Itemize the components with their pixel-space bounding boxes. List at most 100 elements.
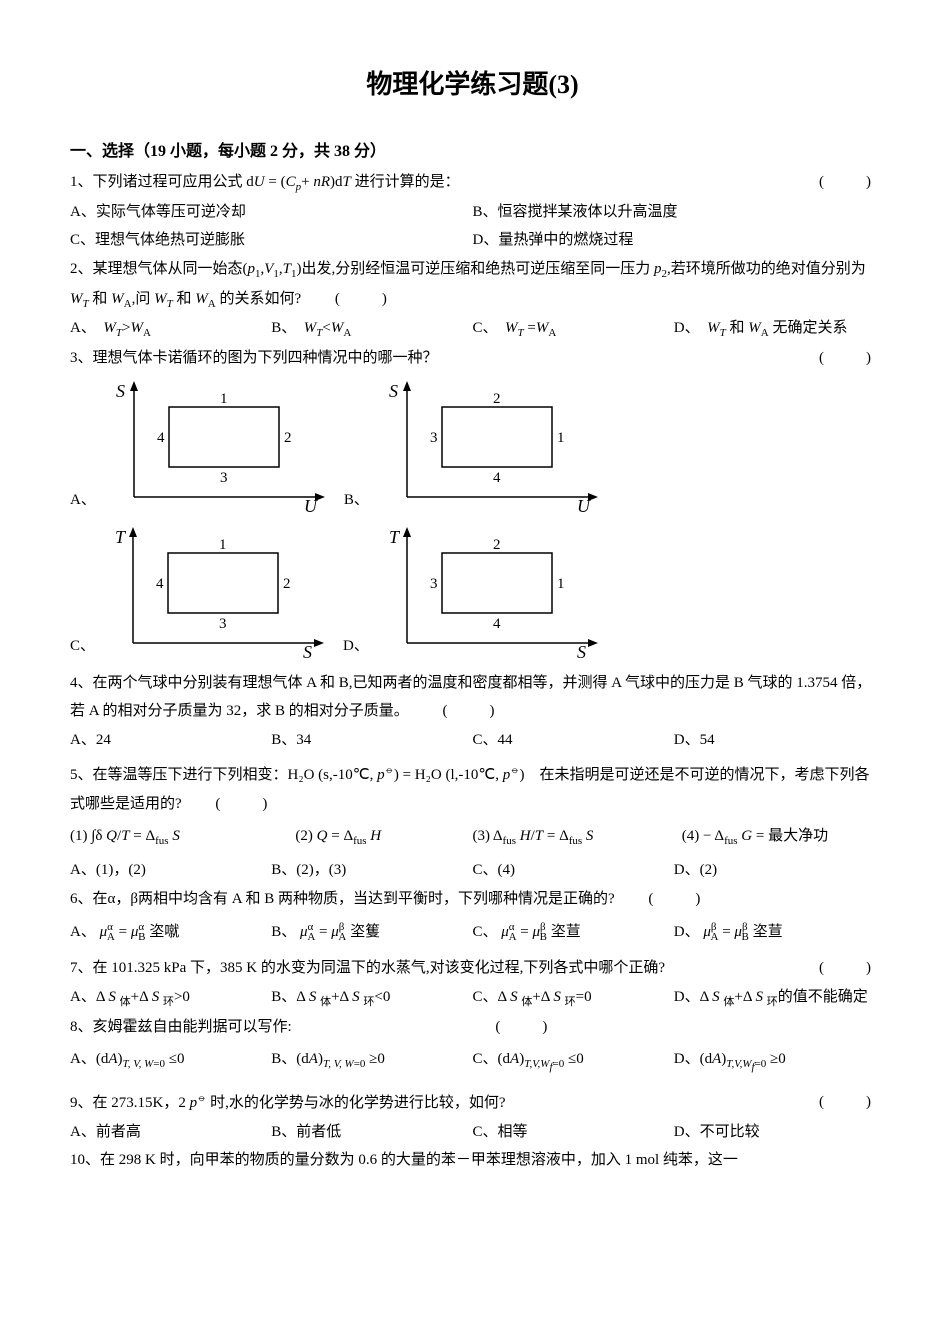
q9-opts: A、前者高 B、前者低 C、相等 D、不可比较 <box>70 1118 875 1147</box>
q4-C: C、44 <box>473 726 674 755</box>
q3-stem: 3、理想气体卡诺循环的图为下列四种情况中的哪一种？ <box>70 344 438 373</box>
svg-text:2: 2 <box>284 430 292 446</box>
q10: 10、在 298 K 时，向甲苯的物质的量分数为 0.6 的大量的苯－甲苯理想溶… <box>70 1146 875 1175</box>
q5-A: A、(1)，(2) <box>70 856 271 885</box>
q1-D: D、量热弹中的燃烧过程 <box>473 226 876 255</box>
svg-text:4: 4 <box>493 616 501 632</box>
q1-opts-row2: C、理想气体绝热可逆膨胀 D、量热弹中的燃烧过程 <box>70 226 875 255</box>
q6-D: D、 μβA = μβB 垐荁 <box>674 917 875 948</box>
section-heading: 一、选择（19 小题，每小题 2 分，共 38 分） <box>70 137 875 167</box>
q4-A: A、24 <box>70 726 271 755</box>
svg-text:4: 4 <box>493 470 501 486</box>
q7: 7、在 101.325 kPa 下，385 K 的水变为同温下的水蒸气,对该变化… <box>70 954 875 983</box>
svg-text:4: 4 <box>156 576 164 592</box>
q7-B: B、Δ S 体+Δ S 环<0 <box>271 983 472 1013</box>
q3-diagrams-row2: C、 T S 1 2 3 4 D、 T S 2 1 4 3 <box>70 523 875 663</box>
q2-B: B、 WT<WA <box>271 314 472 344</box>
q5-e3: (3) Δfus H/T = Δfus S <box>472 822 681 852</box>
diagram-SU-2: S U 2 1 4 3 <box>377 377 607 517</box>
q1: 1、下列诸过程可应用公式 dU = (Cp+ nR)dT 进行计算的是： ( ) <box>70 168 875 198</box>
q7-stem: 7、在 101.325 kPa 下，385 K 的水变为同温下的水蒸气,对该变化… <box>70 954 665 983</box>
svg-text:S: S <box>303 642 312 662</box>
svg-text:2: 2 <box>283 576 291 592</box>
diagram-TS-1: T S 1 2 3 4 <box>103 523 333 663</box>
q1-stem: 1、下列诸过程可应用公式 dU = (Cp+ nR)dT 进行计算的是： <box>70 168 460 198</box>
svg-text:1: 1 <box>557 576 565 592</box>
q8-A: A、(dA)T, V, W=0 ≤0 <box>70 1045 271 1078</box>
q3-diagrams-row1: A、 S U 1 2 3 4 B、 S U 2 1 4 3 <box>70 377 875 517</box>
svg-text:S: S <box>116 381 125 401</box>
svg-text:3: 3 <box>220 470 228 486</box>
q6-B: B、 μαA = μβA 垐篗 <box>271 917 472 948</box>
q3-diagram-D: D、 T S 2 1 4 3 <box>343 523 607 663</box>
q7-C: C、Δ S 体+Δ S 环=0 <box>473 983 674 1013</box>
q5-D: D、(2) <box>674 856 875 885</box>
q4-opts: A、24 B、34 C、44 D、54 <box>70 726 875 755</box>
q3-diagram-B: B、 S U 2 1 4 3 <box>344 377 607 517</box>
q5-opts: A、(1)，(2) B、(2)，(3) C、(4) D、(2) <box>70 856 875 885</box>
answer-blank: ( ) <box>648 885 704 914</box>
q5-B: B、(2)，(3) <box>271 856 472 885</box>
q9-A: A、前者高 <box>70 1118 271 1147</box>
diagram-SU-1: S U 1 2 3 4 <box>104 377 334 517</box>
q6-A: A、 μαA = μαB 垐噈 <box>70 917 271 948</box>
q3-diagram-C: C、 T S 1 2 3 4 <box>70 523 333 663</box>
q6-stem: 6、在α，β两相中均含有 A 和 B 两种物质，当达到平衡时，下列哪种情况是正确… <box>70 891 615 907</box>
answer-blank: ( ) <box>215 790 271 819</box>
q9-D: D、不可比较 <box>674 1118 875 1147</box>
q4: 4、在两个气球中分别装有理想气体 A 和 B,已知两者的温度和密度都相等，并测得… <box>70 669 875 726</box>
q5: 5、在等温等压下进行下列相变：H₂O (s,-10℃, p⦵) = H₂O (l… <box>70 760 875 818</box>
answer-blank: ( ) <box>819 344 875 373</box>
q5-eqs: (1) ∫δ Q/T = Δfus S (2) Q = Δfus H (3) Δ… <box>70 822 875 852</box>
page-title: 物理化学练习题(3) <box>70 60 875 109</box>
svg-text:1: 1 <box>219 537 227 553</box>
q9: 9、在 273.15K，2 p⦵ 时,水的化学势与冰的化学势进行比较，如何? (… <box>70 1088 875 1118</box>
q7-A: A、Δ S 体+Δ S 环>0 <box>70 983 271 1013</box>
svg-text:4: 4 <box>157 430 165 446</box>
q6: 6、在α，β两相中均含有 A 和 B 两种物质，当达到平衡时，下列哪种情况是正确… <box>70 885 875 914</box>
q7-D: D、Δ S 体+Δ S 环的值不能确定 <box>674 983 875 1013</box>
q2-opts: A、 WT>WA B、 WT<WA C、 WT =WA D、 WT 和 WA 无… <box>70 314 875 344</box>
q2-D: D、 WT 和 WA 无确定关系 <box>674 314 875 344</box>
q8-D: D、(dA)T,V,Wf=0 ≥0 <box>674 1045 875 1078</box>
q7-opts: A、Δ S 体+Δ S 环>0 B、Δ S 体+Δ S 环<0 C、Δ S 体+… <box>70 983 875 1013</box>
q9-B: B、前者低 <box>271 1118 472 1147</box>
q8: 8、亥姆霍兹自由能判据可以写作: ( ) <box>70 1013 875 1042</box>
q4-B: B、34 <box>271 726 472 755</box>
q5-e1: (1) ∫δ Q/T = Δfus S <box>70 822 295 852</box>
svg-text:3: 3 <box>430 576 438 592</box>
q6-opts: A、 μαA = μαB 垐噈 B、 μαA = μβA 垐篗 C、 μαA =… <box>70 917 875 948</box>
q5-C: C、(4) <box>473 856 674 885</box>
svg-text:3: 3 <box>219 616 227 632</box>
diagram-TS-2: T S 2 1 4 3 <box>377 523 607 663</box>
svg-text:2: 2 <box>493 537 501 553</box>
q6-C: C、 μαA = μβB 垐荁 <box>473 917 674 948</box>
q5-e2: (2) Q = Δfus H <box>295 822 472 852</box>
q1-C: C、理想气体绝热可逆膨胀 <box>70 226 473 255</box>
q8-B: B、(dA)T, V, W=0 ≥0 <box>271 1045 472 1078</box>
svg-text:2: 2 <box>493 391 501 407</box>
q2: 2、某理想气体从同一始态(p1,V1,T1)出发,分别经恒温可逆压缩和绝热可逆压… <box>70 255 875 315</box>
svg-text:1: 1 <box>557 430 565 446</box>
answer-blank: ( ) <box>819 954 875 983</box>
svg-text:1: 1 <box>220 391 228 407</box>
svg-text:3: 3 <box>430 430 438 446</box>
q1-B: B、恒容搅拌某液体以升高温度 <box>473 198 876 227</box>
answer-blank: ( ) <box>495 1013 551 1042</box>
q9-stem: 9、在 273.15K，2 p⦵ 时,水的化学势与冰的化学势进行比较，如何? <box>70 1088 506 1118</box>
svg-text:U: U <box>304 496 318 516</box>
q3: 3、理想气体卡诺循环的图为下列四种情况中的哪一种？ ( ) <box>70 344 875 373</box>
answer-blank: ( ) <box>335 285 391 314</box>
q2-A: A、 WT>WA <box>70 314 271 344</box>
answer-blank: ( ) <box>443 697 499 726</box>
q8-stem: 8、亥姆霍兹自由能判据可以写作: <box>70 1019 292 1035</box>
q5-e4: (4) − Δfus G = 最大净功 <box>682 822 875 852</box>
q1-A: A、实际气体等压可逆冷却 <box>70 198 473 227</box>
svg-text:S: S <box>577 642 586 662</box>
q8-C: C、(dA)T,V,Wf=0 ≤0 <box>473 1045 674 1078</box>
q3-diagram-A: A、 S U 1 2 3 4 <box>70 377 334 517</box>
svg-text:T: T <box>115 527 127 547</box>
answer-blank: ( ) <box>819 1088 875 1118</box>
q1-opts-row1: A、实际气体等压可逆冷却 B、恒容搅拌某液体以升高温度 <box>70 198 875 227</box>
q8-opts: A、(dA)T, V, W=0 ≤0 B、(dA)T, V, W=0 ≥0 C、… <box>70 1045 875 1078</box>
